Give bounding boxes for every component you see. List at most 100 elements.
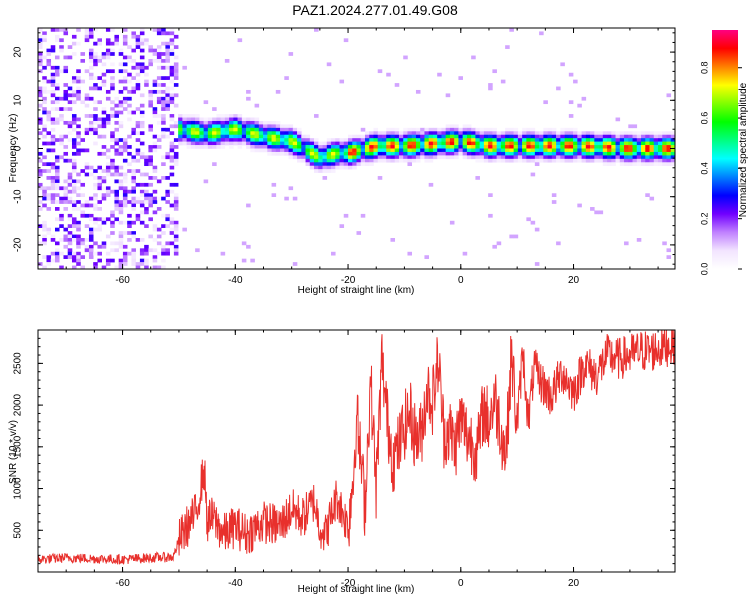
heatmap-cell [513, 145, 519, 149]
heatmap-cell [526, 134, 531, 139]
heatmap-cell [165, 224, 170, 228]
heatmap-cell [301, 158, 306, 163]
heatmap-cell [348, 138, 353, 142]
heatmap-cell [152, 176, 158, 180]
heatmap-cell [173, 76, 179, 80]
heatmap-cell [186, 120, 192, 125]
heatmap-cell [173, 124, 179, 129]
heatmap-cell [50, 251, 56, 256]
heatmap-cell [135, 151, 141, 156]
heatmap-cell [139, 41, 145, 46]
heatmap-cell [318, 165, 323, 170]
heatmap-cell [369, 148, 374, 153]
heatmap-cell [105, 186, 111, 191]
heatmap-cell [59, 138, 64, 142]
heatmap-cell [547, 134, 553, 139]
heatmap-cell [237, 120, 243, 125]
heatmap-cell [420, 155, 425, 160]
heatmap-cell [658, 145, 663, 149]
heatmap-cell [148, 48, 153, 53]
heatmap-cell [135, 86, 141, 91]
heatmap-cell [165, 107, 170, 111]
heatmap-cell [229, 145, 234, 149]
heatmap-cell [105, 28, 111, 32]
heatmap-cell [105, 55, 111, 60]
heatmap-cell [114, 169, 119, 173]
heatmap-cell [475, 131, 480, 136]
heatmap-cell [509, 141, 514, 146]
heatmap-cell [224, 120, 230, 125]
heatmap-cell [165, 217, 170, 222]
heatmap-cell [186, 114, 192, 118]
heatmap-cell [207, 131, 213, 136]
heatmap-cell [42, 79, 47, 84]
heatmap-cell [165, 31, 170, 36]
heatmap-cell [131, 58, 136, 63]
heatmap-cell [352, 138, 357, 142]
heatmap-cell [84, 213, 90, 218]
heatmap-cell [636, 131, 642, 136]
heatmap-cell [93, 241, 98, 246]
heatmap-cell [454, 145, 459, 149]
heatmap-cell [322, 162, 328, 167]
colorbar-ticks: 0.00.20.40.60.8 [699, 61, 742, 275]
heatmap-cell [71, 93, 77, 98]
heatmap-cell [169, 117, 175, 122]
heatmap-cell [63, 145, 69, 149]
heatmap-cell [471, 127, 476, 132]
heatmap-cell [488, 131, 493, 136]
heatmap-cell [615, 131, 621, 136]
heatmap-cell [343, 158, 349, 163]
heatmap-cell [275, 141, 281, 146]
heatmap-cell [114, 203, 119, 208]
heatmap-cell [161, 31, 166, 36]
heatmap-cell [594, 148, 599, 153]
heatmap-cell [54, 172, 60, 177]
heatmap-cell [144, 83, 149, 87]
heatmap-cell [195, 141, 200, 146]
heatmap-cell [84, 200, 90, 204]
heatmap-cell [500, 151, 506, 156]
heatmap-cell [63, 189, 69, 194]
heatmap-cell [598, 210, 604, 215]
heatmap-cell [42, 55, 47, 60]
heatmap-cell [59, 134, 64, 139]
heatmap-cell [339, 155, 345, 160]
heatmap-cell [326, 148, 332, 153]
heatmap-cell [250, 145, 255, 149]
heatmap-cell [97, 134, 102, 139]
heatmap-cell [220, 131, 226, 136]
heatmap-cell [628, 155, 633, 160]
heatmap-cell [144, 172, 149, 177]
heatmap-cell [152, 165, 158, 170]
heatmap-cell [161, 117, 166, 122]
heatmap-cell [42, 65, 47, 70]
heatmap-cell [67, 224, 73, 228]
heatmap-cell [292, 131, 298, 136]
heatmap-cell [445, 134, 451, 139]
heatmap-cell [594, 151, 599, 156]
heatmap-cell [182, 124, 187, 129]
heatmap-cell [173, 193, 179, 197]
heatmap-cell [161, 103, 166, 108]
heatmap-cell [71, 138, 77, 142]
heatmap-cell [84, 34, 90, 39]
heatmap-cell [216, 120, 221, 125]
heatmap-cell [93, 114, 98, 118]
heatmap-cell [71, 207, 77, 211]
heatmap-cell [488, 83, 493, 87]
heatmap-cell [534, 227, 540, 232]
heatmap-cell [407, 155, 413, 160]
heatmap-cell [547, 155, 553, 160]
heatmap-cell [169, 189, 175, 194]
heatmap-cell [220, 134, 226, 139]
heatmap-cell [148, 217, 153, 222]
heatmap-cell [479, 155, 485, 160]
heatmap-cell [152, 210, 158, 215]
heatmap-cell [488, 141, 493, 146]
heatmap-cell [386, 134, 391, 139]
heatmap-cell [428, 131, 434, 136]
heatmap-cell [105, 117, 111, 122]
heatmap-cell [229, 131, 234, 136]
heatmap-cell [471, 141, 476, 146]
